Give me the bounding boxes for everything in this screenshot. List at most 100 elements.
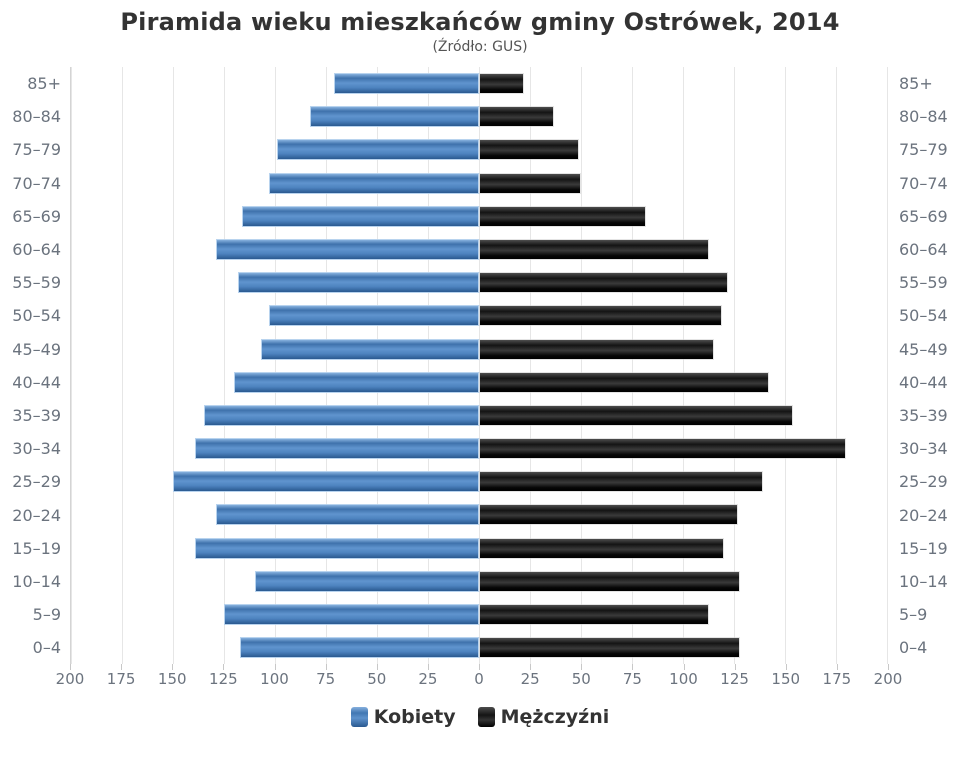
bar-mezczyzni-35–39[interactable] xyxy=(480,405,793,425)
bar-mezczyzni-60–64[interactable] xyxy=(480,239,709,259)
chart-body: 85+ 80–84 75–79 70–74 65–69 60–64 55–59 50–54 45… xyxy=(6,67,954,690)
age-label-right: 25–29 xyxy=(899,472,948,492)
gridline xyxy=(530,67,531,665)
axis-tick-label: 125 xyxy=(720,670,749,689)
pyramid-row xyxy=(71,532,887,565)
axis-tick-label: 175 xyxy=(822,670,852,689)
bar-mezczyzni-0–4[interactable] xyxy=(480,638,740,658)
bar-mezczyzni-55–59[interactable] xyxy=(480,273,727,293)
bar-kobiety-45–49[interactable] xyxy=(261,339,478,359)
age-label-left: 85+ xyxy=(27,74,61,94)
gridline xyxy=(632,67,633,665)
gridline xyxy=(428,67,429,665)
axis-tick-label: 0 xyxy=(474,670,484,689)
bar-kobiety-80–84[interactable] xyxy=(310,107,478,127)
bar-kobiety-40–44[interactable] xyxy=(235,372,478,392)
age-label-right: 45–49 xyxy=(899,339,948,359)
axis-tickmark xyxy=(581,664,583,671)
axis-tick-label: 75 xyxy=(622,670,642,689)
age-label-right: 0–4 xyxy=(899,638,928,658)
bar-kobiety-20–24[interactable] xyxy=(216,505,478,525)
axis-tickmark xyxy=(632,664,634,671)
gridline xyxy=(275,67,276,665)
pyramid-row xyxy=(71,598,887,631)
bar-kobiety-25–29[interactable] xyxy=(174,472,478,492)
chart-subtitle: (Źródło: GUS) xyxy=(432,39,528,55)
age-label-right: 65–69 xyxy=(899,206,948,226)
bar-kobiety-75–79[interactable] xyxy=(278,140,478,160)
gridline xyxy=(122,67,123,665)
bar-mezczyzni-50–54[interactable] xyxy=(480,306,721,326)
age-label-left: 75–79 xyxy=(12,140,61,160)
legend-item-kobiety[interactable]: Kobiety xyxy=(350,706,456,728)
x-axis: 200 175 150 125 100 75 50 25 0 25 50 75 100 125 150 175… xyxy=(56,664,902,690)
bar-mezczyzni-5–9[interactable] xyxy=(480,605,709,624)
age-label-left: 80–84 xyxy=(12,107,61,127)
pyramid-row xyxy=(71,100,887,133)
axis-tick-label: 50 xyxy=(367,670,387,689)
age-label-right: 15–19 xyxy=(899,538,948,558)
bar-mezczyzni-20–24[interactable] xyxy=(480,505,738,525)
legend: Kobiety Mężczyźni xyxy=(0,706,960,728)
bar-kobiety-85+[interactable] xyxy=(335,74,478,93)
kobiety-swatch-icon xyxy=(350,707,368,728)
axis-tickmark xyxy=(274,664,276,671)
gridline xyxy=(377,67,378,665)
bar-mezczyzni-65–69[interactable] xyxy=(480,206,646,226)
age-label-left: 40–44 xyxy=(12,372,61,392)
gridline xyxy=(326,67,327,665)
age-label-left: 45–49 xyxy=(12,339,61,359)
axis-tick-label: 100 xyxy=(260,670,289,689)
pyramid-row xyxy=(71,200,887,233)
age-label-left: 10–14 xyxy=(12,571,61,591)
gridline xyxy=(479,67,480,665)
age-label-left: 15–19 xyxy=(12,538,61,558)
bar-kobiety-30–34[interactable] xyxy=(196,439,478,459)
bar-kobiety-55–59[interactable] xyxy=(239,273,478,293)
bar-mezczyzni-25–29[interactable] xyxy=(480,472,762,492)
bar-mezczyzni-40–44[interactable] xyxy=(480,372,768,392)
age-label-left: 0–4 xyxy=(32,638,61,658)
age-label-right: 75–79 xyxy=(899,140,948,160)
bar-mezczyzni-15–19[interactable] xyxy=(480,538,723,558)
axis-tickmark xyxy=(479,664,480,671)
pyramid-row xyxy=(71,266,887,299)
age-label-right: 10–14 xyxy=(899,571,948,591)
bar-kobiety-10–14[interactable] xyxy=(255,571,478,591)
age-label-right: 55–59 xyxy=(899,273,948,293)
bar-kobiety-35–39[interactable] xyxy=(204,405,478,425)
bar-kobiety-5–9[interactable] xyxy=(225,605,478,624)
bar-kobiety-15–19[interactable] xyxy=(196,538,478,558)
bar-kobiety-65–69[interactable] xyxy=(243,206,478,226)
axis-tickmark xyxy=(734,664,736,671)
bar-mezczyzni-75–79[interactable] xyxy=(480,140,578,160)
age-label-right: 35–39 xyxy=(899,405,948,425)
axis-tick-label: 25 xyxy=(418,670,438,689)
bar-kobiety-60–64[interactable] xyxy=(216,239,478,259)
age-label-left: 70–74 xyxy=(12,173,61,193)
bar-mezczyzni-70–74[interactable] xyxy=(480,173,580,193)
bar-kobiety-70–74[interactable] xyxy=(269,173,478,193)
pyramid-row xyxy=(71,299,887,332)
bar-kobiety-50–54[interactable] xyxy=(269,306,478,326)
age-labels-left: 85+ 80–84 75–79 70–74 65–69 60–64 55–59 50–54 45… xyxy=(6,67,70,664)
legend-item-mezczyzni[interactable]: Mężczyźni xyxy=(477,706,609,728)
age-label-right: 60–64 xyxy=(899,240,948,260)
axis-tick-label: 50 xyxy=(571,670,591,689)
age-label-left: 20–24 xyxy=(12,505,61,525)
bar-mezczyzni-45–49[interactable] xyxy=(480,339,713,359)
axis-tickmark xyxy=(70,664,71,671)
mezczyzni-swatch-icon xyxy=(477,707,495,728)
age-label-left: 50–54 xyxy=(12,306,61,326)
bar-kobiety-0–4[interactable] xyxy=(241,638,478,658)
pyramid-row xyxy=(71,333,887,366)
pyramid-row xyxy=(71,498,887,531)
bar-mezczyzni-80–84[interactable] xyxy=(480,107,554,127)
bar-mezczyzni-85+[interactable] xyxy=(480,74,523,93)
bar-mezczyzni-30–34[interactable] xyxy=(480,439,846,459)
pyramid-row xyxy=(71,233,887,266)
age-label-right: 50–54 xyxy=(899,306,948,326)
bar-mezczyzni-10–14[interactable] xyxy=(480,571,740,591)
age-label-left: 65–69 xyxy=(12,206,61,226)
